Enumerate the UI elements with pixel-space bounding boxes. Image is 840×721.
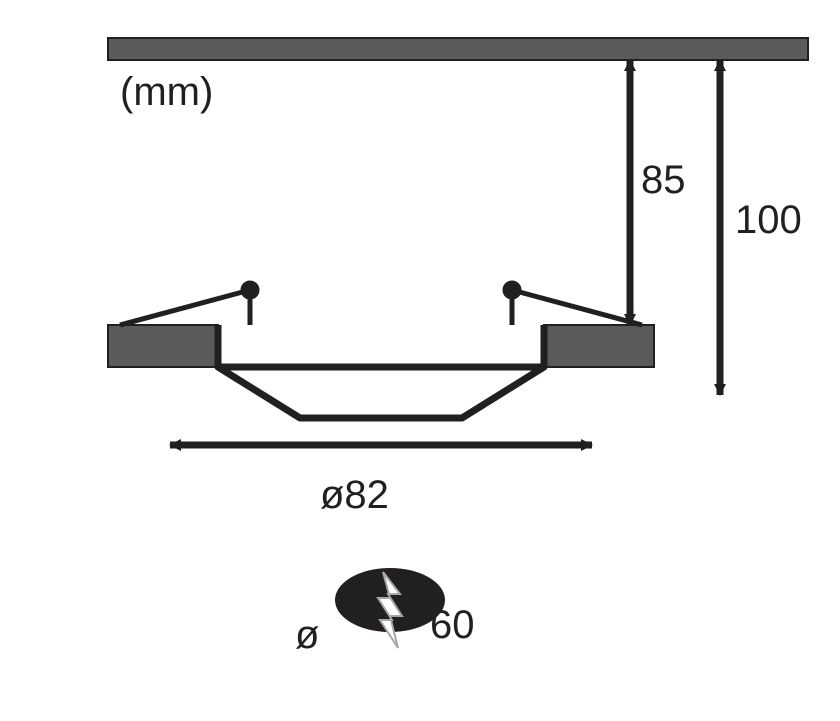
cutout-value: 60 <box>430 605 475 645</box>
dim-value-depth-inner: 85 <box>641 160 686 200</box>
cutout-prefix: ø <box>295 615 319 655</box>
fixture-body-outline <box>218 325 544 418</box>
spring-clip-left <box>120 283 257 325</box>
dim-value-diameter: ø82 <box>320 475 389 515</box>
trim-block-left <box>108 325 218 367</box>
dim-value-depth-total: 100 <box>735 200 802 240</box>
spring-clip-right <box>505 283 642 325</box>
unit-label: (mm) <box>120 72 213 112</box>
ceiling-bar <box>108 38 808 60</box>
trim-block-right <box>544 325 654 367</box>
cutout-icon <box>335 568 445 648</box>
